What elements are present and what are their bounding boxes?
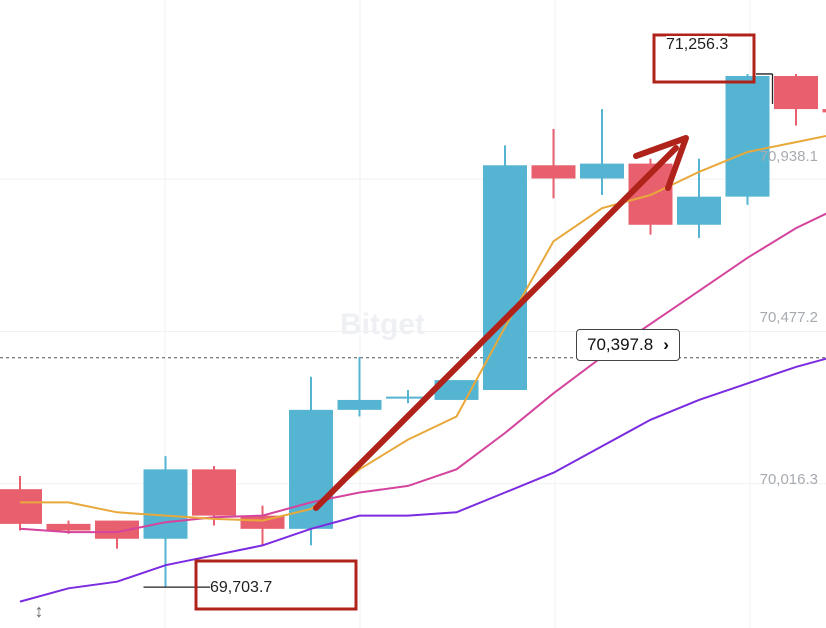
candle-body <box>337 399 382 410</box>
trend-arrow-line <box>313 145 679 511</box>
high-price-callout: 71,256.3 <box>666 36 729 54</box>
candle-body <box>774 76 818 110</box>
ma-mid-line <box>19 212 826 534</box>
vertical-resize-icon[interactable]: ↕ <box>34 601 44 621</box>
ma-fast-line <box>20 134 826 522</box>
candle-body <box>386 396 430 399</box>
candle-body <box>46 523 91 531</box>
candle-body <box>289 409 333 529</box>
low-price-callout: 69,703.7 <box>210 579 273 597</box>
low-callout-box <box>194 559 358 611</box>
watermark-logo: Bitget <box>340 308 425 341</box>
price-label-1: 70,938.1 <box>759 148 818 165</box>
price-label-2: 70,477.2 <box>759 309 818 326</box>
current-price-value: 70,397.8 <box>587 335 654 354</box>
candle-body <box>531 165 576 179</box>
candle-body <box>822 109 826 113</box>
high-callout-box <box>652 33 756 84</box>
candle-body <box>143 469 188 539</box>
ma-slow-line <box>19 357 826 603</box>
chevron-right-icon: › <box>663 335 669 354</box>
trend-arrow-head <box>633 135 689 191</box>
candle-body <box>677 196 721 225</box>
candle-body <box>725 76 770 197</box>
candle-body <box>95 520 139 539</box>
current-price-tag[interactable]: 70,397.8 › <box>576 329 680 361</box>
candle-body <box>0 489 42 524</box>
price-label-3: 70,016.3 <box>759 471 818 488</box>
candle-body <box>192 469 236 516</box>
candle-body <box>580 163 624 179</box>
